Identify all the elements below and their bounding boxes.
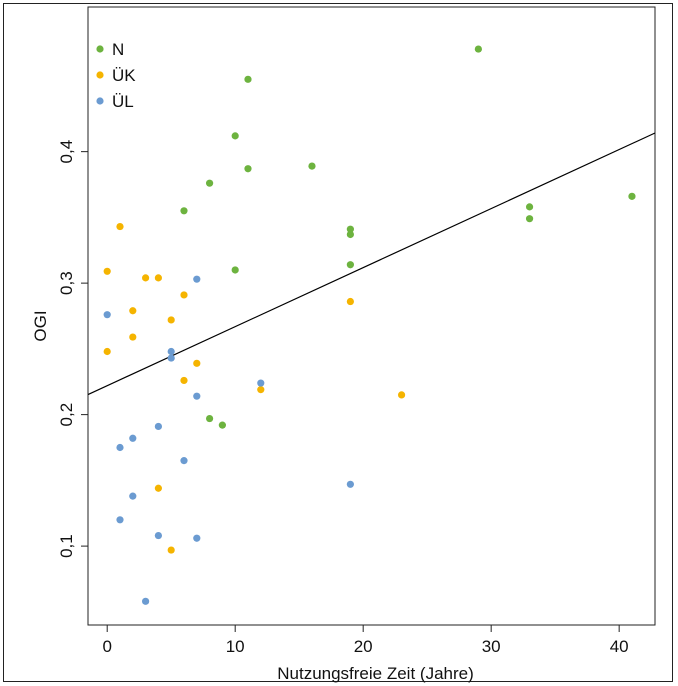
data-point — [154, 531, 162, 540]
data-point — [129, 492, 137, 500]
data-point — [167, 347, 175, 356]
y-tick-label: 0,4 — [57, 140, 76, 164]
data-point — [154, 484, 162, 492]
data-point — [167, 316, 175, 324]
data-point — [193, 392, 201, 400]
x-tick-label: 20 — [354, 637, 373, 656]
data-point — [180, 291, 188, 299]
data-point — [180, 207, 188, 215]
y-axis-label: OGI — [31, 310, 50, 341]
data-point — [231, 132, 239, 140]
data-point — [525, 203, 534, 211]
plot-area — [87, 6, 656, 626]
data-point — [257, 379, 265, 387]
y-tick-label: 0,1 — [57, 534, 76, 558]
data-point — [346, 480, 354, 488]
data-point — [397, 391, 406, 399]
x-tick-label: 40 — [610, 637, 629, 656]
data-point — [205, 414, 214, 423]
data-point — [244, 75, 252, 83]
data-point — [525, 215, 534, 223]
data-point — [103, 347, 111, 356]
series-N — [180, 45, 636, 429]
data-point — [193, 275, 201, 283]
legend-marker — [96, 71, 104, 79]
data-point — [167, 546, 175, 554]
data-point — [205, 179, 214, 187]
legend-label: ÜK — [112, 66, 136, 85]
x-axis-label: Nutzungsfreie Zeit (Jahre) — [277, 664, 474, 683]
data-point — [193, 534, 201, 542]
data-point — [116, 516, 124, 524]
data-point — [474, 45, 482, 53]
y-axis: 0,1 0,2 0,3 0,4 OGI — [31, 140, 88, 558]
data-point — [129, 434, 137, 442]
data-point — [231, 266, 239, 274]
data-point — [346, 230, 354, 239]
data-point — [244, 165, 252, 173]
data-point — [308, 162, 316, 170]
chart-frame: 0 10 20 30 40 Nutzungsfreie Zeit (Jahre) 0,1 0,… — [3, 3, 673, 683]
data-point — [103, 311, 111, 319]
data-point — [154, 274, 162, 282]
x-tick-label: 10 — [226, 637, 245, 656]
data-point — [103, 267, 111, 275]
series-ÜK — [103, 222, 406, 554]
data-point — [116, 222, 124, 231]
data-point — [218, 421, 226, 429]
regression-line — [88, 132, 655, 396]
data-point — [180, 457, 188, 465]
x-axis: 0 10 20 30 40 Nutzungsfreie Zeit (Jahre) — [102, 625, 629, 683]
legend-marker — [96, 45, 104, 53]
data-point — [346, 261, 354, 269]
data-point — [628, 192, 636, 200]
legend-label: N — [112, 40, 124, 59]
legend-label: ÜL — [112, 92, 134, 111]
legend: N ÜK ÜL — [96, 40, 136, 111]
series-ÜL — [103, 275, 354, 605]
y-tick-label: 0,3 — [57, 271, 76, 295]
data-point — [129, 307, 137, 315]
data-point — [346, 297, 354, 306]
data-point — [116, 443, 124, 452]
data-point — [346, 225, 354, 233]
legend-marker — [96, 97, 104, 105]
data-point — [180, 376, 188, 385]
data-point — [257, 386, 265, 394]
data-point — [154, 422, 162, 431]
data-point — [167, 354, 175, 362]
x-tick-label: 30 — [482, 637, 501, 656]
data-point — [193, 359, 201, 367]
x-tick-label: 0 — [102, 637, 111, 656]
data-point — [141, 274, 150, 282]
data-point — [141, 597, 150, 605]
y-tick-label: 0,2 — [57, 403, 76, 427]
data-point — [129, 333, 137, 341]
